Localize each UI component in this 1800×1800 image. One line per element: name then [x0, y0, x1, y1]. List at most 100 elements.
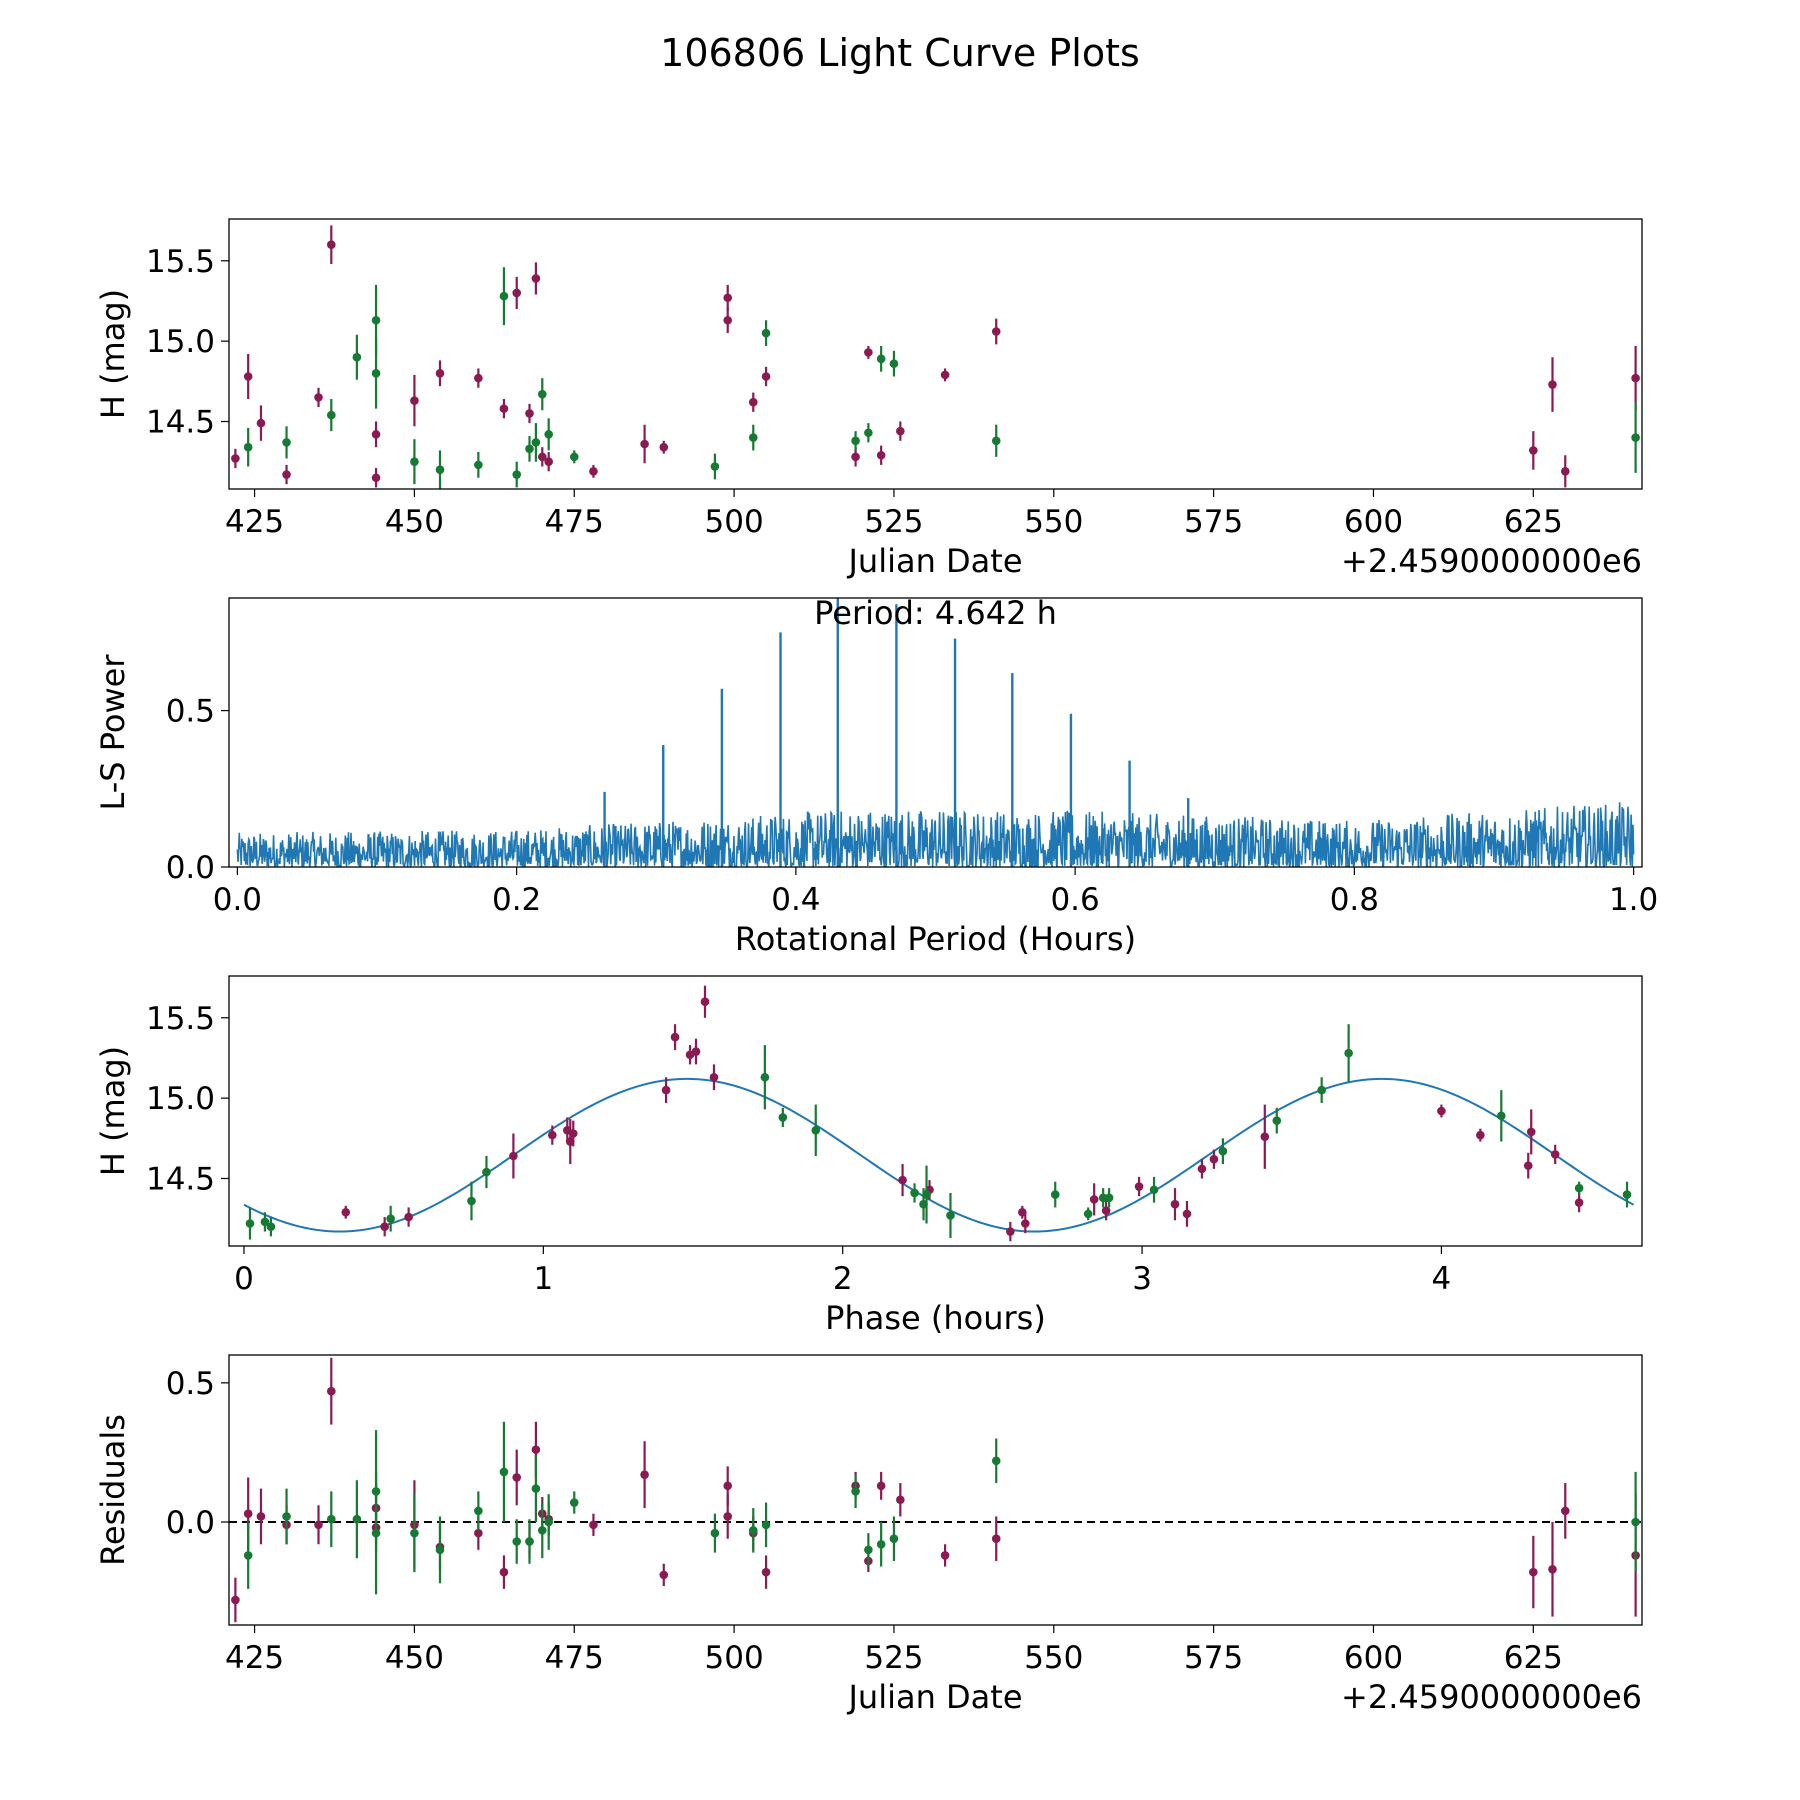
- filter_a-data-point: [1529, 1567, 1538, 1577]
- phased-lightcurve-panel: 0 1 2 3 4 14.5 15.0 15.5 Phase (hours) H (mag): [94, 975, 1643, 1337]
- data-layer: [236, 598, 1635, 867]
- filter_b-data-point: [569, 1498, 579, 1507]
- filter_b-data-point: [864, 1545, 873, 1555]
- y-tick-label: 0.5: [166, 694, 215, 730]
- filter_b-data-point: [761, 1520, 771, 1530]
- filter_b-data-point: [569, 452, 579, 462]
- x-axis-label: Phase (hours): [825, 1299, 1046, 1337]
- filter_b-data-point: [531, 438, 541, 447]
- filter_b-data-point: [386, 1214, 395, 1223]
- x-tick-label: 600: [1344, 504, 1403, 540]
- y-tick-label: 15.5: [146, 244, 215, 280]
- filter_b-data-point: [1104, 1193, 1114, 1203]
- filter_a-data-point: [659, 442, 669, 452]
- filter_a-data-point: [1550, 1150, 1560, 1159]
- filter_b-data-point: [991, 436, 1001, 446]
- filter_a-data-point: [991, 327, 1001, 336]
- filter_a-data-point: [341, 1207, 351, 1217]
- filter_b-data-point: [245, 1219, 255, 1228]
- filter_b-data-point: [482, 1167, 491, 1177]
- filter_a-data-point: [589, 1520, 598, 1530]
- filter_b-data-point: [282, 1512, 291, 1521]
- filter_b-data-point: [1631, 1517, 1640, 1527]
- filter_b-data-point: [352, 1514, 362, 1524]
- filter_a-data-point: [1437, 1106, 1446, 1116]
- x-tick-label: 450: [385, 504, 444, 540]
- filter_a-data-point: [243, 372, 253, 381]
- filter_a-data-point: [748, 397, 758, 407]
- filter_b-data-point: [991, 1456, 1001, 1466]
- power-spectrum-line: [236, 802, 1635, 867]
- filter_a-data-point: [670, 1032, 680, 1042]
- filter_a-data-point: [1089, 1195, 1099, 1204]
- filter_a-data-point: [243, 1509, 253, 1518]
- filter_a-data-point: [404, 1212, 413, 1222]
- filter_b-data-point: [710, 1528, 720, 1538]
- filter_b-data-point: [537, 389, 547, 399]
- filter_a-data-point: [723, 1481, 733, 1491]
- filter_a-data-point: [1101, 1206, 1111, 1215]
- filter_a-data-point: [1260, 1132, 1270, 1142]
- filter_b-data-point: [282, 438, 291, 447]
- filter_a-data-point: [1560, 1506, 1570, 1516]
- filter_b-data-point: [525, 1537, 534, 1546]
- x-tick-label: 3: [1132, 1261, 1152, 1297]
- filter_b-data-point: [371, 1528, 381, 1538]
- filter_a-data-point: [499, 1567, 509, 1577]
- filter_b-data-point: [352, 352, 362, 362]
- filter_b-data-point: [1622, 1190, 1632, 1199]
- filter_a-data-point: [723, 293, 733, 303]
- x-tick-label: 4: [1432, 1261, 1452, 1297]
- filter_a-data-point: [537, 452, 547, 462]
- filter_b-data-point: [1631, 433, 1640, 442]
- axes-frame: [228, 975, 1643, 1247]
- filter_a-data-point: [1574, 1198, 1584, 1207]
- filter_a-data-point: [1560, 467, 1570, 476]
- x-tick-label: 575: [1184, 1640, 1243, 1676]
- filter_b-data-point: [467, 1196, 476, 1206]
- filter_a-data-point: [282, 470, 291, 479]
- y-tick-label: 0.5: [166, 1366, 215, 1402]
- x-axis-label: Rotational Period (Hours): [735, 920, 1136, 958]
- x-tick-label: 475: [545, 1640, 604, 1676]
- filter_a-data-point: [876, 450, 886, 460]
- filter_a-data-point: [898, 1175, 907, 1185]
- y-tick-label: 15.0: [146, 324, 215, 360]
- filter_b-data-point: [889, 1534, 899, 1544]
- filter_a-data-point: [659, 1570, 669, 1580]
- filter_b-data-point: [326, 1514, 336, 1524]
- filter_a-data-point: [640, 1470, 649, 1479]
- x-tick-label: 0.0: [213, 882, 262, 918]
- filter_a-data-point: [876, 1481, 886, 1491]
- filter_b-data-point: [1149, 1185, 1159, 1195]
- period-annotation: Period: 4.642 h: [814, 594, 1057, 632]
- filter_b-data-point: [544, 1517, 553, 1527]
- filter_a-data-point: [1529, 446, 1538, 455]
- x-tick-label: 500: [705, 504, 764, 540]
- axes-frame: [228, 597, 1643, 868]
- filter_a-data-point: [371, 430, 381, 439]
- x-tick-label: 425: [225, 1640, 284, 1676]
- x-tick-label: 625: [1504, 504, 1563, 540]
- filter_b-data-point: [243, 442, 253, 452]
- filter_a-data-point: [531, 274, 541, 283]
- filter_b-data-point: [946, 1211, 955, 1220]
- filter_a-data-point: [435, 368, 445, 378]
- filter_b-data-point: [435, 1545, 445, 1555]
- filter_a-data-point: [1523, 1161, 1533, 1170]
- x-tick-label: 2: [833, 1261, 853, 1297]
- filter_a-data-point: [864, 348, 873, 357]
- filter_b-data-point: [544, 430, 553, 439]
- data-layer: [231, 1357, 1640, 1623]
- filter_b-data-point: [1098, 1193, 1108, 1203]
- filter_b-data-point: [525, 444, 534, 454]
- filter_b-data-point: [761, 328, 771, 338]
- x-tick-label: 1: [533, 1261, 553, 1297]
- filter_a-data-point: [1548, 380, 1557, 389]
- filter_b-data-point: [811, 1125, 821, 1135]
- x-tick-label: 0.4: [771, 882, 820, 918]
- filter_b-data-point: [910, 1188, 919, 1198]
- y-tick-label: 15.5: [146, 1001, 215, 1037]
